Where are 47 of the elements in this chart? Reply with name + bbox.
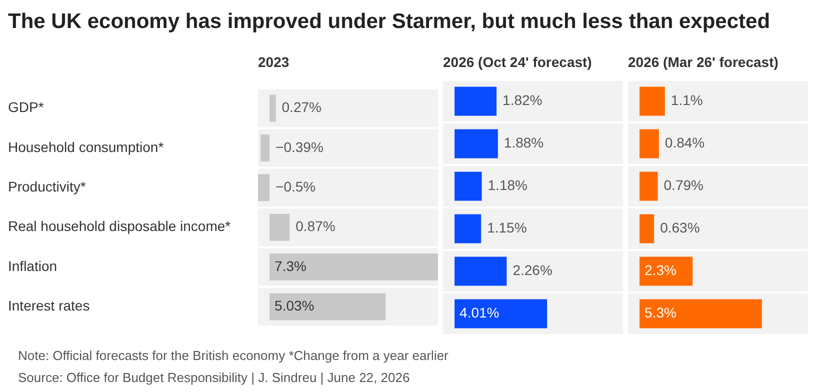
data-label: 0.63% [660,220,700,236]
y-tick-label: Household consumption* [8,138,164,155]
text: Note: Official forecasts for the British economy *Change from a year earlier [18,347,448,365]
data-label: 1.82% [502,92,542,108]
y-tick-label: GDP* [8,99,44,116]
data-label: 0.79% [664,177,704,194]
chart-subtitle: 2026 (Mar 26' forecast) [628,54,778,70]
bar [640,172,658,201]
bar [454,86,497,116]
y-tick-label: Real household disposable income* [8,218,232,234]
data-label: 0.27% [282,99,322,116]
data-label: 1.88% [504,134,544,151]
bar [454,129,498,158]
y-tick-label: Interest rates [8,298,90,314]
bar [454,214,482,244]
chart-title: The UK economy has improved under Starmer, but much less than expected [8,10,770,34]
chart-subtitle: 2023 [258,54,290,70]
bar [270,94,276,122]
bar [270,293,386,320]
bar [454,299,548,328]
bar [640,129,659,158]
bar [640,86,665,116]
bar [640,214,654,244]
data-label: 4.01% [460,304,500,321]
bar [640,299,762,328]
source-note: Source: Office for Budget Responsibility | J. Sindreu | June 22, 2026 [18,369,411,387]
bar [270,214,290,241]
data-label: 1.1% [670,92,703,108]
data-label: 2.3% [644,262,676,278]
data-label: 1.15% [487,220,527,236]
y-tick-label: Productivity* [8,178,86,195]
data-label: 0.84% [664,134,705,151]
bar [454,256,507,286]
data-label: −0.5% [276,178,316,195]
y-tick-label: Inflation [8,258,58,274]
data-label: 5.03% [274,298,314,314]
data-label: −0.39% [276,138,324,155]
chart-subtitle: 2026 (Oct 24' forecast) [443,54,592,70]
data-label: 5.3% [644,304,676,321]
data-label: 1.18% [488,177,528,194]
bar [258,174,270,202]
data-label: 0.87% [296,218,336,234]
data-label: 2.26% [512,262,552,278]
data-label: 7.3% [274,258,306,274]
bar [260,134,270,162]
bar [454,172,482,201]
bar [640,256,693,286]
